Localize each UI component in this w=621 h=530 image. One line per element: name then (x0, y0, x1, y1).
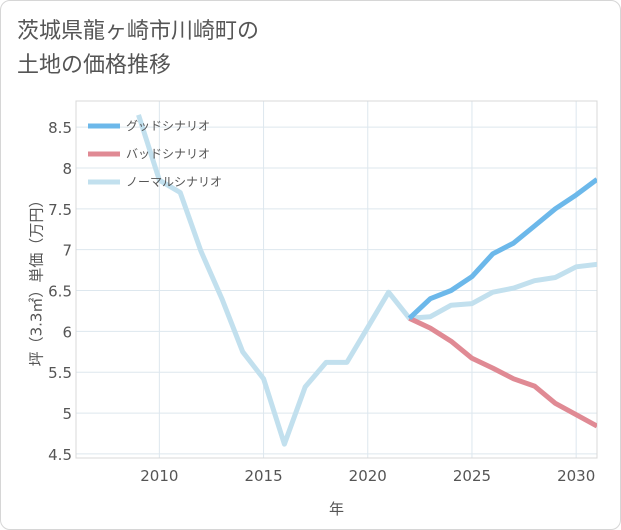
series-line-1 (408, 316, 597, 429)
x-tick-label: 2015 (244, 467, 282, 485)
y-tick-label: 8.5 (48, 119, 72, 137)
title-line-2: 土地の価格推移 (17, 53, 172, 78)
y-tick-label: 5.5 (48, 364, 72, 382)
legend-label-1: バッドシナリオ (126, 147, 210, 161)
y-tick-label: 7.5 (48, 201, 72, 219)
y-tick-labels: 4.5 5 5.5 6 6.5 7 7.5 8 8.5 (48, 119, 72, 464)
y-tick-label: 6 (62, 323, 72, 341)
y-tick-label: 5 (62, 405, 72, 423)
y-tick-label: 4.5 (48, 446, 72, 464)
y-tick-label: 8 (62, 160, 72, 178)
legend-label-2: ノーマルシナリオ (126, 175, 222, 189)
x-tick-label: 2020 (349, 467, 387, 485)
legend-label-0: グッドシナリオ (126, 119, 210, 133)
x-tick-labels: 2010 2015 2020 2025 2030 (140, 467, 595, 485)
y-tick-label: 7 (62, 242, 72, 260)
series-line-0 (407, 177, 597, 321)
x-tick-label: 2030 (557, 467, 595, 485)
y-axis-label: 坪（3.3㎡）単価（万円） (28, 193, 46, 367)
series-layer (136, 114, 597, 447)
x-axis-label: 年 (329, 500, 344, 518)
series-line-2 (136, 114, 597, 447)
page-title: 茨城県龍ヶ崎市川崎町の 土地の価格推移 (17, 15, 259, 83)
title-line-1: 茨城県龍ヶ崎市川崎町の (17, 19, 260, 44)
x-tick-label: 2025 (453, 467, 491, 485)
x-tick-label: 2010 (140, 467, 178, 485)
y-tick-label: 6.5 (48, 283, 72, 301)
plot-frame (75, 100, 598, 459)
